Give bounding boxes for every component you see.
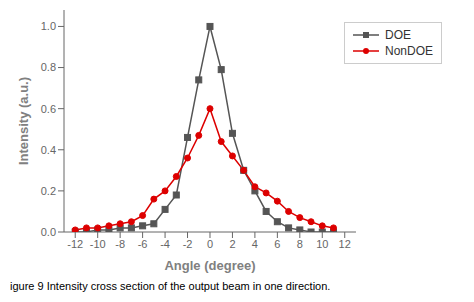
svg-text:8: 8 xyxy=(297,238,303,250)
svg-text:10: 10 xyxy=(316,238,328,250)
svg-text:0.6: 0.6 xyxy=(41,103,56,115)
svg-text:0.2: 0.2 xyxy=(41,185,56,197)
svg-text:-2: -2 xyxy=(183,238,193,250)
svg-text:12: 12 xyxy=(339,238,351,250)
svg-text:0.8: 0.8 xyxy=(41,61,56,73)
svg-text:Intensity (a.u.): Intensity (a.u.) xyxy=(16,77,31,165)
html-text:DOE: DOE xyxy=(385,28,411,42)
svg-text:4: 4 xyxy=(252,238,258,250)
html-text:NonDOE: NonDOE xyxy=(385,44,433,58)
svg-text:0.4: 0.4 xyxy=(41,144,56,156)
svg-text:1.0: 1.0 xyxy=(41,20,56,32)
svg-text:0: 0 xyxy=(207,238,213,250)
svg-text:2: 2 xyxy=(229,238,235,250)
svg-text:-10: -10 xyxy=(90,238,106,250)
svg-text:-4: -4 xyxy=(160,238,170,250)
svg-text:-12: -12 xyxy=(67,238,83,250)
svg-text:-8: -8 xyxy=(115,238,125,250)
svg-text:Angle (degree): Angle (degree) xyxy=(164,258,255,273)
svg-text:6: 6 xyxy=(274,238,280,250)
html-text:igure 9 Intensity cross sectio: igure 9 Intensity cross section of the o… xyxy=(10,280,331,292)
svg-text:-6: -6 xyxy=(138,238,148,250)
svg-text:0.0: 0.0 xyxy=(41,226,56,238)
